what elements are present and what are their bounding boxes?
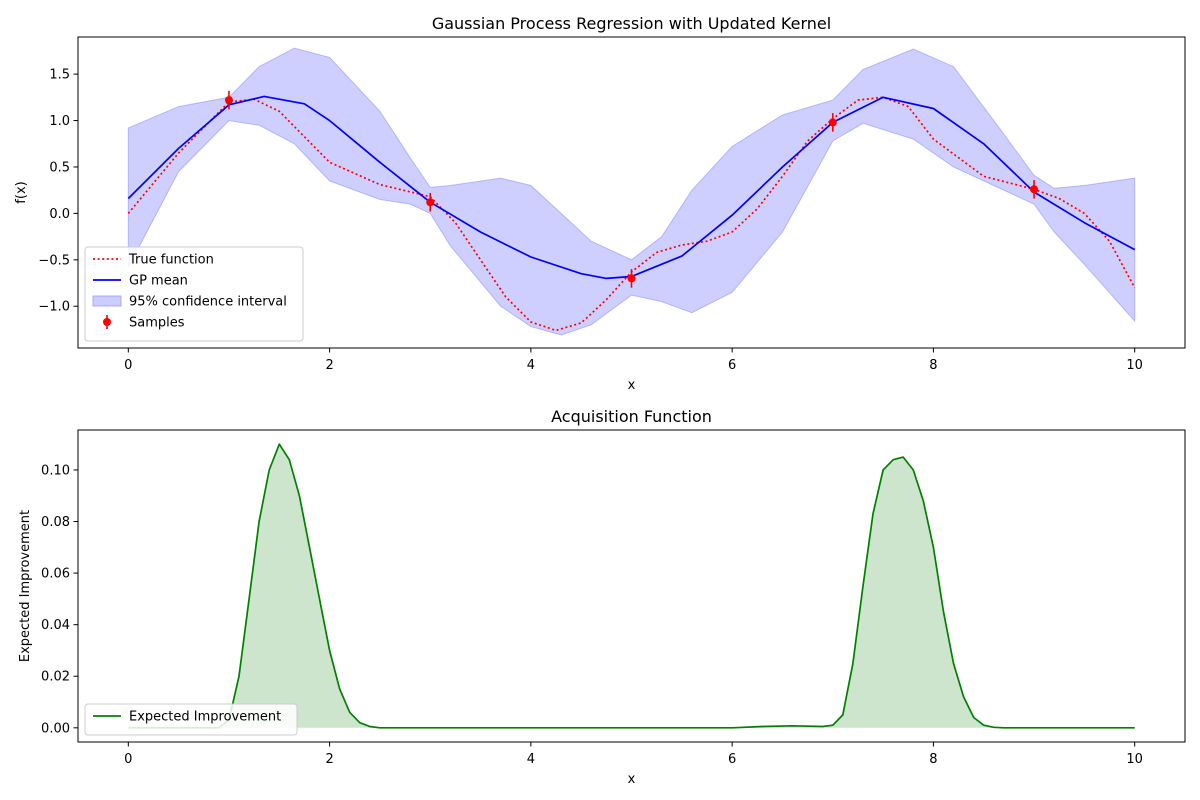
y-tick-label: 0.02	[41, 670, 70, 685]
x-tick-label: 4	[527, 358, 535, 373]
legend-label: Samples	[129, 316, 185, 331]
x-tick-label: 0	[124, 752, 132, 767]
gp-mean-line	[127, 95, 1136, 280]
y-tick-label: −0.5	[38, 253, 70, 268]
x-tick-label: 6	[728, 752, 736, 767]
chart-title: Gaussian Process Regression with Updated…	[432, 14, 831, 33]
y-tick-label: −1.0	[38, 300, 70, 315]
legend-box	[84, 246, 304, 342]
expected-improvement-area	[128, 444, 1135, 728]
x-tick-label: 0	[124, 358, 132, 373]
legend-swatch	[92, 295, 122, 307]
legend: Expected Improvement	[84, 703, 298, 736]
y-tick-label: 0.08	[41, 515, 70, 530]
y-tick-label: 0.10	[41, 463, 70, 478]
plot-frame	[77, 36, 1186, 349]
chart-title: Acquisition Function	[551, 407, 712, 426]
acquisition-function-panel: 0 2 4 6 8 10 0.00 0.02 0.04 0.06 0.08 0.10 Acquisiti…	[18, 407, 1186, 787]
y-tick-label: 1.0	[49, 114, 70, 129]
gp-regression-panel: 0 2 4 6 8 10 −1.0 −0.5 0.0 0.5 1.0 1.5 Gaussian Proc…	[14, 14, 1186, 393]
sample-point	[828, 118, 837, 127]
sample-point	[1030, 185, 1039, 194]
plot-frame	[77, 429, 1186, 743]
legend-label: 95% confidence interval	[129, 295, 287, 310]
legend-swatch	[103, 318, 111, 326]
x-tick-label: 10	[1126, 358, 1143, 373]
y-tick-label: 0.00	[41, 721, 70, 736]
y-tick-label: 0.04	[41, 618, 70, 633]
x-axis-label: x	[628, 378, 636, 393]
confidence-interval-band	[127, 47, 1136, 336]
legend: True function GP mean 95% confidence inter…	[84, 246, 304, 342]
x-tick-label: 8	[929, 752, 937, 767]
legend-label: GP mean	[129, 274, 188, 289]
y-axis-label: f(x)	[14, 181, 29, 203]
sample-point	[224, 96, 233, 105]
legend-box	[84, 703, 298, 736]
sample-point	[426, 198, 435, 207]
y-tick-label: 1.5	[49, 68, 70, 83]
x-tick-label: 8	[929, 358, 937, 373]
x-axis-label: x	[628, 772, 636, 787]
expected-improvement-line	[128, 443, 1135, 729]
legend-label: Expected Improvement	[129, 710, 281, 725]
sample-point	[627, 274, 636, 283]
y-tick-label: 0.5	[49, 160, 70, 175]
x-tick-label: 10	[1126, 752, 1143, 767]
x-tick-label: 2	[325, 752, 333, 767]
x-tick-label: 6	[728, 358, 736, 373]
true-function-line	[127, 96, 1136, 332]
y-tick-label: 0.0	[49, 207, 70, 222]
x-tick-label: 4	[527, 752, 535, 767]
y-axis-label: Expected Improvement	[18, 510, 33, 662]
legend-label: True function	[128, 253, 214, 268]
x-tick-label: 2	[325, 358, 333, 373]
y-tick-label: 0.06	[41, 567, 70, 582]
